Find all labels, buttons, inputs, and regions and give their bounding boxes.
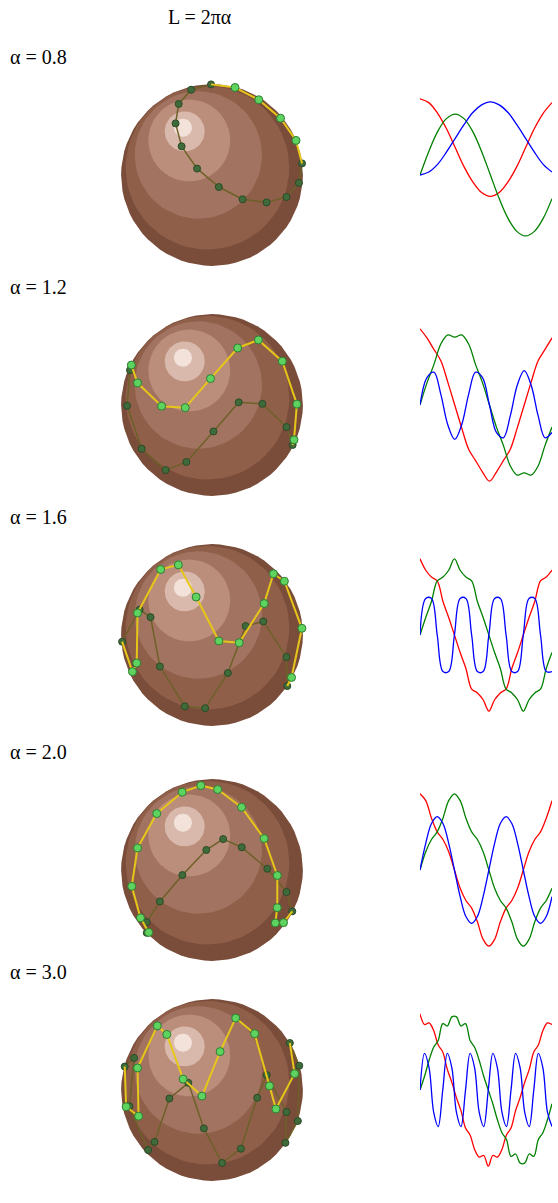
svg-text:α = 3.0: α = 3.0 — [10, 961, 67, 983]
svg-text:α = 1.6: α = 1.6 — [10, 506, 67, 528]
svg-text:L = 2πα: L = 2πα — [168, 6, 232, 28]
svg-text:α = 1.2: α = 1.2 — [10, 276, 67, 298]
svg-text:α = 0.8: α = 0.8 — [10, 46, 67, 68]
svg-text:α = 2.0: α = 2.0 — [10, 741, 67, 763]
